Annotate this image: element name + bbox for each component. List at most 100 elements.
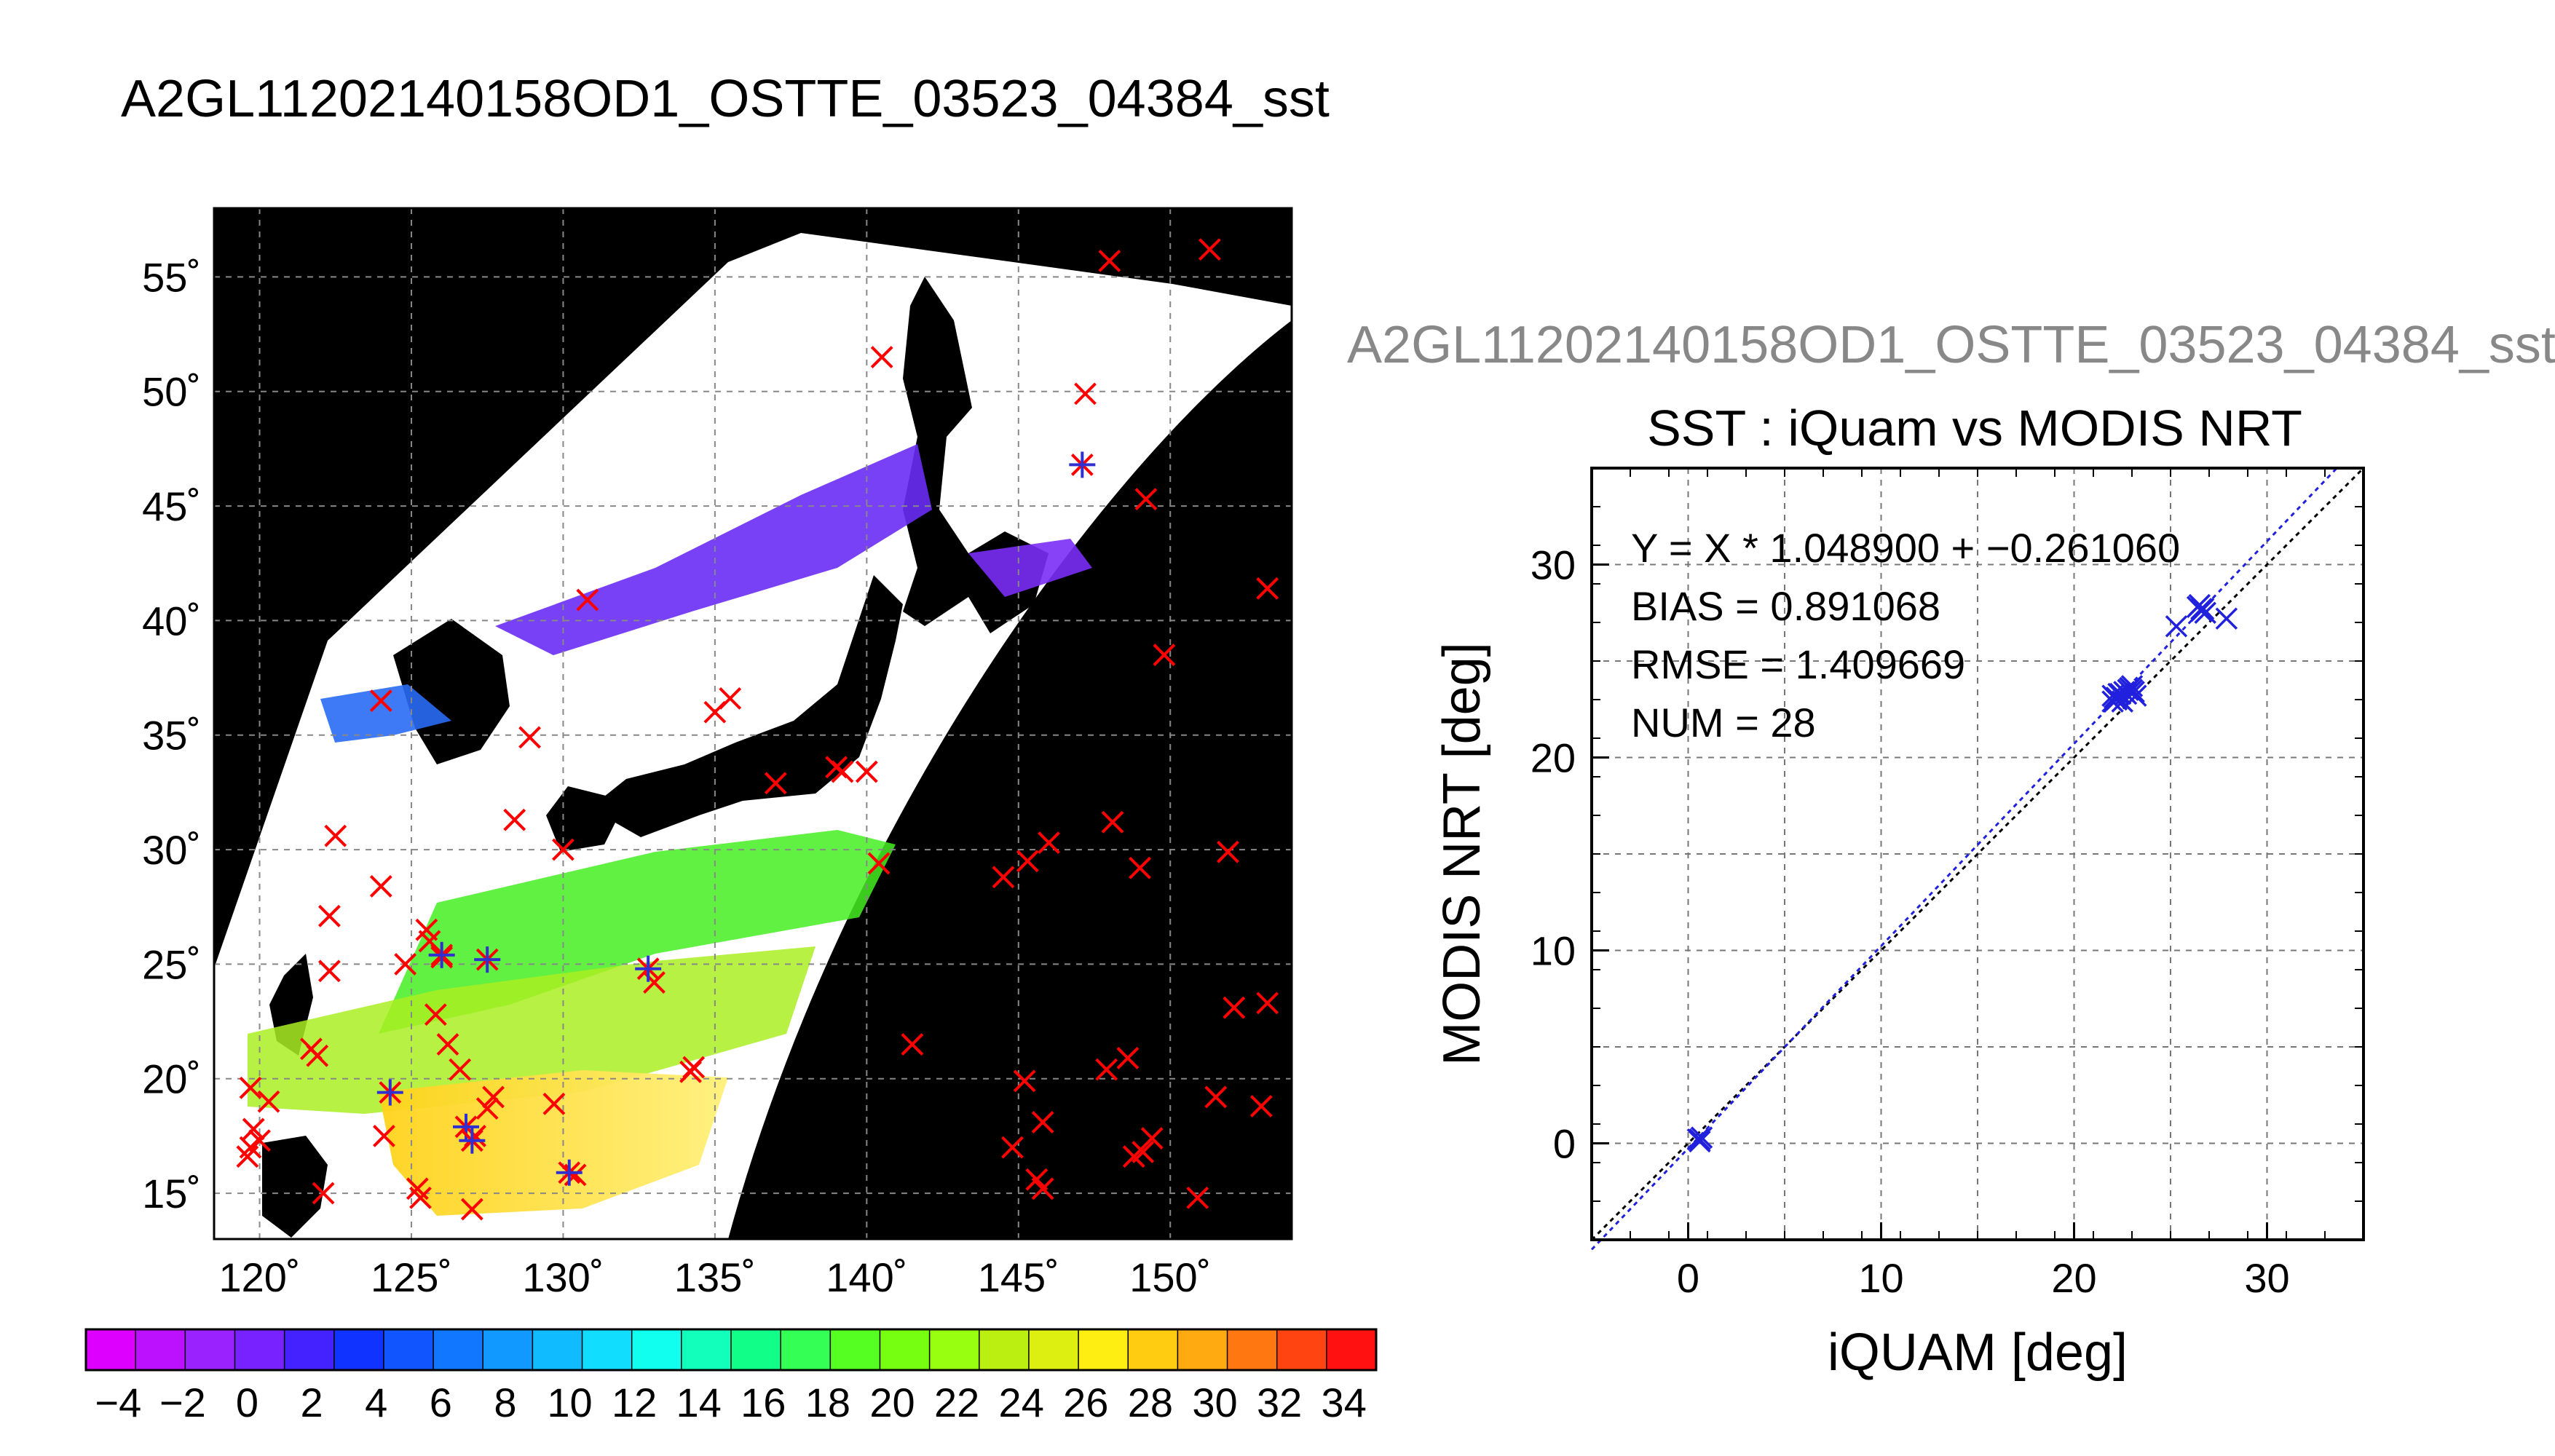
map-marker-matched (459, 1127, 486, 1154)
map-markers (236, 238, 1279, 1221)
map-marker-unmatched (257, 1090, 280, 1113)
map-marker-unmatched (318, 904, 341, 927)
map-marker-unmatched (518, 726, 541, 749)
map-panel: 120˚ 125˚ 130˚ 135˚ 140˚ 145˚ 150˚ 15˚ 20˚ 25˚ 30˚… (142, 207, 1293, 1300)
colorbar-cell (781, 1329, 832, 1370)
scatter-y-tick-label: 20 (1531, 735, 1576, 781)
colorbar-cell (433, 1329, 484, 1370)
colorbar-cell (1177, 1329, 1228, 1370)
map-marker-unmatched (719, 687, 742, 710)
map-marker-unmatched (1256, 577, 1279, 600)
scatter-subtitle: A2GL11202140158OD1_OSTTE_03523_04384_sst (1347, 316, 2555, 374)
scatter-frame (1590, 467, 2365, 1241)
map-marker-unmatched (1101, 810, 1124, 834)
map-marker-unmatched (1116, 1046, 1140, 1069)
colorbar-cell (1028, 1329, 1080, 1370)
map-marker-unmatched (318, 960, 341, 983)
scatter-point (2165, 615, 2188, 638)
colorbar-tick-label: 2 (301, 1380, 323, 1425)
stats-rmse: RMSE = 1.409669 (1631, 641, 1965, 687)
map-marker-unmatched (369, 874, 392, 898)
map-marker-matched (428, 941, 455, 968)
map-marker-unmatched (576, 588, 599, 612)
map-tick-labels: 120˚ 125˚ 130˚ 135˚ 140˚ 145˚ 150˚ 15˚ 20˚ 25˚ 30˚… (142, 254, 1211, 1300)
map-title: A2GL11202140158OD1_OSTTE_03523_04384_sst (121, 70, 1330, 128)
colorbar-cell (234, 1329, 285, 1370)
scatter-gridlines (1591, 467, 2364, 1241)
map-marker-unmatched (1098, 249, 1121, 272)
map-y-tick-label: 30˚ (142, 827, 201, 873)
scatter-point (2111, 690, 2133, 713)
map-x-tick-label: 130˚ (522, 1254, 604, 1300)
land-luzon (262, 1136, 328, 1238)
colorbar-tick-label: 0 (236, 1380, 258, 1425)
colorbar-tick-label: 4 (365, 1380, 387, 1425)
map-marker-unmatched (373, 1124, 395, 1147)
map-marker-unmatched (1031, 1177, 1054, 1200)
map-marker-unmatched (242, 1117, 265, 1141)
map-y-tick-label: 55˚ (142, 254, 201, 300)
map-x-tick-label: 150˚ (1129, 1254, 1211, 1300)
map-marker-unmatched (1134, 488, 1158, 511)
map-marker-unmatched (1153, 644, 1176, 667)
map-frame (213, 207, 1293, 1241)
scatter-y-tick-label: 0 (1553, 1121, 1576, 1167)
map-y-tick-label: 35˚ (142, 713, 201, 759)
colorbar-cell (582, 1329, 633, 1370)
scatter-point (1689, 1130, 1711, 1153)
stats-num: NUM = 28 (1631, 700, 1816, 745)
scatter-point (2103, 687, 2126, 709)
sst-patch-pacific-north (968, 539, 1092, 597)
sst-patch-north (495, 444, 932, 655)
colorbar-tick-label: 34 (1322, 1380, 1367, 1425)
map-marker-unmatched (1256, 992, 1279, 1015)
scatter-panel: 0 10 20 30 0 10 20 30 Y = X * 1.048900 + −0.261… (1433, 467, 2365, 1382)
colorbar-tick-label: 28 (1128, 1380, 1173, 1425)
scatter-y-tick-label: 10 (1531, 928, 1576, 974)
map-marker-unmatched (409, 1186, 432, 1209)
scatter-lines (1590, 467, 2365, 1251)
map-marker-unmatched (1038, 831, 1060, 855)
map-y-tick-label: 40˚ (142, 598, 201, 644)
colorbar-cell (979, 1329, 1030, 1370)
colorbar-cell (631, 1329, 682, 1370)
colorbar: −4 −2 0 2 4 6 8 10 12 14 16 18 20 22 24 26 28 30 32 34 (84, 1328, 1378, 1425)
colorbar-tick-label: −4 (95, 1380, 141, 1425)
colorbar-cell (1078, 1329, 1129, 1370)
colorbar-cell (830, 1329, 881, 1370)
x-axis-label: iQUAM [deg] (1828, 1324, 2128, 1382)
map-x-tick-label: 120˚ (218, 1254, 300, 1300)
map-y-tick-label: 45˚ (142, 483, 201, 529)
colorbar-tick-label: 10 (547, 1380, 592, 1425)
map-marker-unmatched (306, 1044, 329, 1067)
colorbar-cell (1326, 1329, 1377, 1370)
map-marker-unmatched (369, 689, 392, 712)
scatter-y-tick-label: 30 (1531, 542, 1576, 588)
colorbar-tick-label: 18 (805, 1380, 850, 1425)
scatter-point (1689, 1128, 1711, 1151)
map-marker-unmatched (1122, 1145, 1145, 1168)
map-marker-unmatched (460, 1198, 483, 1221)
colorbar-cells (86, 1329, 1377, 1370)
colorbar-tick-label: 30 (1192, 1380, 1237, 1425)
map-marker-unmatched (764, 772, 787, 795)
colorbar-cell (532, 1329, 583, 1370)
map-marker-unmatched (1198, 238, 1221, 261)
sst-patch-yellow-sea (320, 684, 451, 743)
map-marker-unmatched (239, 1076, 262, 1099)
scatter-point (2190, 598, 2213, 620)
scatter-title: SST : iQuam vs MODIS NRT (1647, 400, 2302, 456)
colorbar-tick-label: 6 (430, 1380, 452, 1425)
map-gridlines (214, 208, 1292, 1239)
colorbar-cell (333, 1329, 384, 1370)
map-marker-unmatched (1223, 996, 1246, 1019)
colorbar-cell (1227, 1329, 1278, 1370)
colorbar-tick-label: 26 (1063, 1380, 1108, 1425)
map-y-tick-label: 25˚ (142, 941, 201, 987)
scatter-x-tick-label: 10 (1858, 1255, 1903, 1301)
map-marker-unmatched (1186, 1186, 1209, 1209)
colorbar-tick-label: 24 (999, 1380, 1044, 1425)
land-kyushu (546, 786, 626, 852)
map-marker-unmatched (901, 1033, 924, 1056)
land-sakhalin-hokkaido (903, 277, 1049, 633)
